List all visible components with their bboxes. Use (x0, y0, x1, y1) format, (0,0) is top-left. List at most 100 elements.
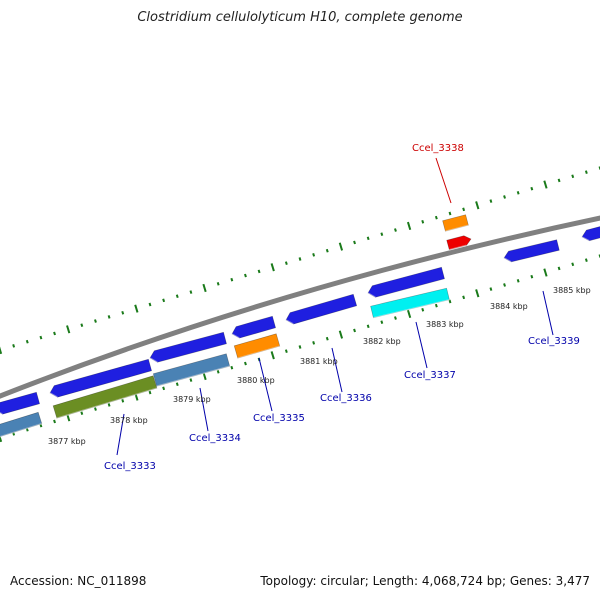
gene-labels: Ccel_3333 Ccel_3334 Ccel_3335 Ccel_3336 Ccel… (104, 143, 580, 472)
outer-tick-mark (406, 221, 412, 231)
inner-tick-mark (353, 328, 356, 333)
inner-tick-mark (557, 266, 561, 271)
gene-label[interactable]: Ccel_3333 (104, 461, 156, 472)
inner-tick-mark (421, 307, 425, 312)
outer-tick-mark (270, 263, 275, 272)
inner-tick-mark (516, 278, 520, 283)
genome-backbone (0, 215, 600, 399)
gene-label[interactable]: Ccel_3337 (404, 370, 456, 381)
gene-blue-arrow[interactable] (503, 239, 560, 263)
outer-tick-mark (66, 325, 71, 334)
inner-tick-mark (175, 382, 179, 387)
inner-tick-mark (284, 349, 288, 353)
gene-steelblue-bar-highlight (0, 423, 43, 438)
inner-tick-mark (80, 411, 84, 416)
kbp-label: 3882 kbp (363, 337, 401, 346)
gene-steelblue-bar[interactable] (152, 353, 231, 387)
kbp-labels: 3877 kbp 3878 kbp 3879 kbp 3880 kbp 3881 kbp… (48, 286, 591, 446)
outer-tick-mark (571, 174, 575, 179)
outer-tick-mark (121, 310, 125, 315)
inner-tick-mark (462, 295, 466, 300)
gene-cyan-bar-highlight (373, 299, 450, 319)
gene-label[interactable]: Ccel_3338 (412, 143, 464, 154)
gene-orange-bar-highlight (445, 224, 469, 233)
gene-orange-bar-highlight (237, 345, 280, 359)
gene-blue-arrow[interactable] (581, 224, 600, 242)
outer-tick-mark (366, 236, 370, 241)
inner-tick-mark (39, 423, 43, 428)
inner-tick-mark (121, 398, 125, 403)
inner-tick-mark (530, 274, 534, 279)
outer-tick-mark (516, 190, 520, 195)
outer-tick-mark (284, 261, 288, 265)
outer-tick-mark (298, 257, 302, 261)
outer-tick-mark (312, 253, 316, 257)
inner-tick-mark (312, 341, 316, 345)
outer-tick-mark (584, 170, 588, 174)
kbp-label: 3883 kbp (426, 320, 464, 329)
gene-label[interactable]: Ccel_3336 (320, 393, 372, 404)
outer-tick-mark (134, 304, 139, 313)
inner-tick-mark (107, 403, 111, 407)
outer-tick-mark (80, 323, 84, 328)
gene-blue-arrow[interactable] (149, 331, 227, 363)
gene-red-arrow[interactable] (446, 235, 472, 251)
leader-line (435, 157, 452, 204)
gene-orange-bar[interactable] (442, 214, 469, 232)
gene-blue-arrow[interactable] (231, 315, 276, 339)
gene-blue-arrow[interactable] (367, 266, 445, 298)
outer-tick-mark (462, 207, 466, 212)
outer-tick-mark (189, 290, 193, 294)
outer-tick-mark (12, 344, 16, 348)
inner-tick-mark (338, 330, 344, 339)
inner-tick-mark (380, 320, 384, 325)
kbp-label: 3877 kbp (48, 437, 86, 446)
genome-title: Clostridium cellulolyticum H10, complete… (137, 10, 463, 25)
inner-tick-mark (489, 287, 493, 291)
gene-orange-bar[interactable] (233, 333, 281, 359)
inner-tick-mark (244, 361, 247, 366)
gene-blue-arrow-highlight (49, 392, 58, 398)
inner-tick-mark (298, 345, 302, 349)
inner-tick-mark (12, 432, 16, 436)
leader-line (116, 413, 125, 456)
gene-blue-arrow[interactable] (0, 391, 40, 415)
outer-tick-mark (394, 228, 397, 232)
inner-tick-mark (475, 289, 480, 298)
gene-blue-arrow[interactable] (49, 358, 152, 398)
gene-blue-arrow-highlight (503, 257, 512, 263)
outer-tick-mark (216, 281, 220, 286)
gene-blue-arrow-highlight (367, 292, 376, 298)
outer-tick-mark (489, 199, 493, 203)
outer-tick-mark (202, 283, 207, 293)
gene-red-arrow-highlight (449, 244, 467, 251)
kbp-label: 3878 kbp (110, 416, 148, 425)
gene-label[interactable]: Ccel_3339 (528, 336, 580, 347)
leader-line (258, 357, 273, 412)
outer-tick-mark (380, 232, 384, 237)
gene-steelblue-bar-highlight (156, 365, 230, 387)
gene-olive-bar[interactable] (52, 375, 158, 419)
gene-blue-arrow[interactable] (285, 293, 358, 325)
inner-tick-mark (503, 283, 506, 287)
gene-blue-arrow-highlight (149, 357, 158, 363)
gene-label[interactable]: Ccel_3335 (253, 413, 305, 424)
kbp-label: 3885 kbp (553, 286, 591, 295)
gene-label[interactable]: Ccel_3334 (189, 433, 241, 444)
inner-tick-mark (216, 369, 220, 374)
inner-tick-mark (53, 419, 56, 424)
inner-tick-mark (366, 324, 370, 329)
gene-cyan-bar[interactable] (370, 287, 450, 319)
inner-tick-mark (94, 407, 97, 411)
outer-tick-mark (244, 273, 247, 278)
gene-blue-arrow-highlight (285, 319, 294, 325)
gene-steelblue-bar[interactable] (0, 411, 43, 438)
inner-tick-mark (25, 427, 29, 432)
outer-tick-mark (434, 215, 438, 220)
inner-tick-mark (270, 351, 275, 360)
gene-olive-bar-highlight (56, 387, 158, 419)
inner-tick-mark (0, 434, 3, 443)
inner-tick-mark (406, 309, 412, 319)
leader-line (331, 347, 343, 393)
outer-tick-mark (257, 269, 261, 274)
